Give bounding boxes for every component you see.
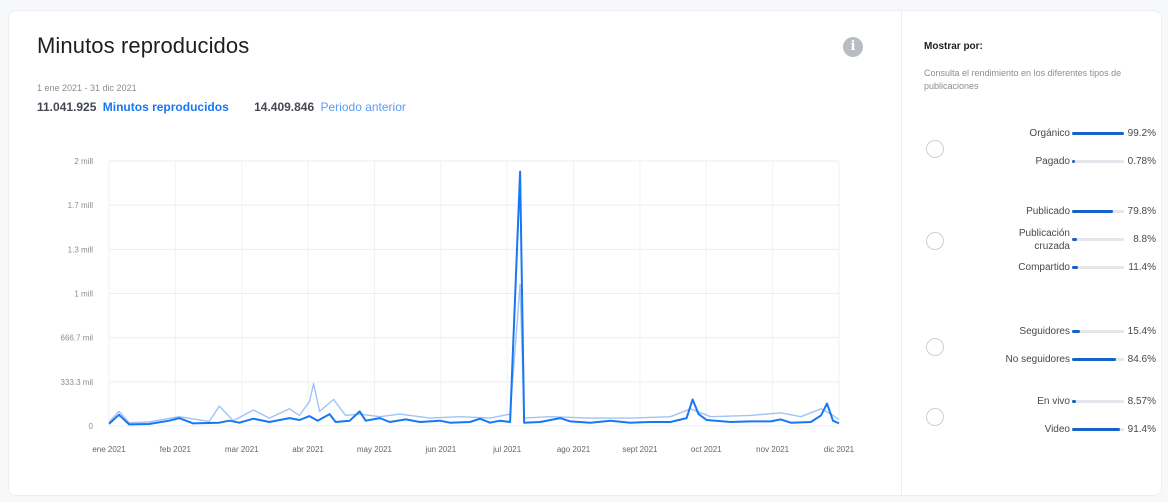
x-tick-label: dic 2021: [824, 445, 855, 454]
breakdown-label: Publicado: [1026, 206, 1070, 217]
line-chart: 2 mill 1.7 mill 1.3 mill 1 mill 666.7 mil 333…: [61, 157, 855, 454]
breakdown-row: Video 91.4%: [902, 423, 1162, 437]
chart-panel: Minutos reproducidos i 1 ene 2021 - 31 d…: [9, 11, 889, 495]
breakdown-bar-track: [1072, 400, 1124, 403]
breakdown-bar-fill: [1072, 132, 1124, 135]
y-tick-label: 1 mill: [74, 290, 93, 299]
group-radio[interactable]: [926, 140, 944, 158]
breakdown-description: Consulta el rendimiento en los diferente…: [924, 68, 1122, 91]
legend-previous[interactable]: Periodo anterior: [320, 100, 406, 114]
legend-current[interactable]: Minutos reproducidos: [102, 100, 229, 114]
breakdown-row: Publicado 79.8%: [902, 205, 1162, 219]
breakdown-bar-track: [1072, 238, 1124, 241]
breakdown-row: Orgánico 99.2%: [902, 127, 1162, 141]
y-tick-label: 333.3 mil: [61, 378, 94, 387]
breakdown-bar-track: [1072, 428, 1124, 431]
y-tick-label: 0: [89, 422, 94, 431]
y-tick-label: 666.7 mil: [61, 334, 94, 343]
breakdown-label: En vivo: [1037, 396, 1070, 407]
x-tick-label: ago 2021: [557, 445, 591, 454]
breakdown-percent: 8.8%: [1133, 234, 1156, 245]
totals-summary: 11.041.925 Minutos reproducidos 14.409.8…: [37, 100, 406, 114]
breakdown-row: Publicación cruzada 8.8%: [902, 228, 1162, 252]
chart-title: Minutos reproducidos: [37, 33, 250, 58]
total-value: 11.041.925: [37, 100, 97, 114]
breakdown-bar-fill: [1072, 358, 1116, 361]
breakdown-percent: 11.4%: [1128, 262, 1156, 273]
previous-value: 14.409.846: [254, 100, 315, 114]
breakdown-bar-track: [1072, 132, 1124, 135]
breakdown-bar-track: [1072, 358, 1124, 361]
x-tick-label: sept 2021: [622, 445, 658, 454]
x-tick-label: oct 2021: [691, 445, 722, 454]
breakdown-bar-track: [1072, 210, 1124, 213]
breakdown-percent: 15.4%: [1127, 326, 1156, 337]
breakdown-panel: Mostrar por: Consulta el rendimiento en …: [901, 11, 1162, 495]
series-line-previous: [108, 283, 840, 424]
date-range: 1 ene 2021 - 31 dic 2021: [37, 83, 137, 93]
group-radio[interactable]: [926, 232, 944, 250]
breakdown-label: Orgánico: [1029, 128, 1070, 139]
y-tick-label: 1.3 mill: [68, 245, 94, 254]
breakdown-row: No seguidores 84.6%: [902, 353, 1162, 367]
breakdown-row: Compartido 11.4%: [902, 261, 1162, 275]
group-radio[interactable]: [926, 338, 944, 356]
info-icon[interactable]: i: [843, 37, 863, 57]
breakdown-percent: 8.57%: [1127, 396, 1156, 407]
breakdown-label: Publicación cruzada: [1018, 228, 1070, 252]
breakdown-bar-track: [1072, 266, 1124, 269]
breakdown-percent: 0.78%: [1127, 156, 1156, 167]
breakdown-bar-fill: [1072, 330, 1080, 333]
breakdown-row: Pagado 0.78%: [902, 155, 1162, 169]
y-tick-label: 2 mill: [74, 157, 93, 166]
breakdown-row: En vivo 8.57%: [902, 395, 1162, 409]
breakdown-label: Seguidores: [1019, 326, 1070, 337]
breakdown-bar-fill: [1072, 428, 1120, 431]
series-line-current: [108, 170, 840, 426]
breakdown-title: Mostrar por:: [924, 41, 983, 52]
x-tick-label: jul 2021: [492, 445, 522, 454]
x-tick-label: ene 2021: [92, 445, 126, 454]
x-tick-label: feb 2021: [160, 445, 192, 454]
breakdown-bar-fill: [1072, 210, 1114, 213]
insights-card: Minutos reproducidos i 1 ene 2021 - 31 d…: [8, 10, 1162, 496]
breakdown-bar-track: [1072, 160, 1124, 163]
breakdown-row: Seguidores 15.4%: [902, 325, 1162, 339]
x-tick-label: nov 2021: [756, 445, 789, 454]
x-tick-label: may 2021: [357, 445, 393, 454]
breakdown-label: Pagado: [1035, 156, 1070, 167]
breakdown-label: No seguidores: [1005, 354, 1070, 365]
breakdown-bar-fill: [1072, 238, 1077, 241]
breakdown-percent: 99.2%: [1127, 128, 1156, 139]
breakdown-percent: 91.4%: [1127, 424, 1156, 435]
breakdown-bar-fill: [1072, 266, 1078, 269]
x-tick-label: jun 2021: [424, 445, 456, 454]
breakdown-bar-track: [1072, 330, 1124, 333]
x-tick-label: mar 2021: [225, 445, 259, 454]
breakdown-percent: 79.8%: [1127, 206, 1156, 217]
y-tick-label: 1.7 mill: [68, 201, 94, 210]
breakdown-label: Compartido: [1018, 262, 1070, 273]
breakdown-bar-fill: [1072, 160, 1075, 163]
breakdown-percent: 84.6%: [1127, 354, 1156, 365]
group-radio[interactable]: [926, 408, 944, 426]
x-tick-label: abr 2021: [292, 445, 324, 454]
breakdown-bar-fill: [1072, 400, 1077, 403]
breakdown-label: Video: [1044, 424, 1070, 435]
